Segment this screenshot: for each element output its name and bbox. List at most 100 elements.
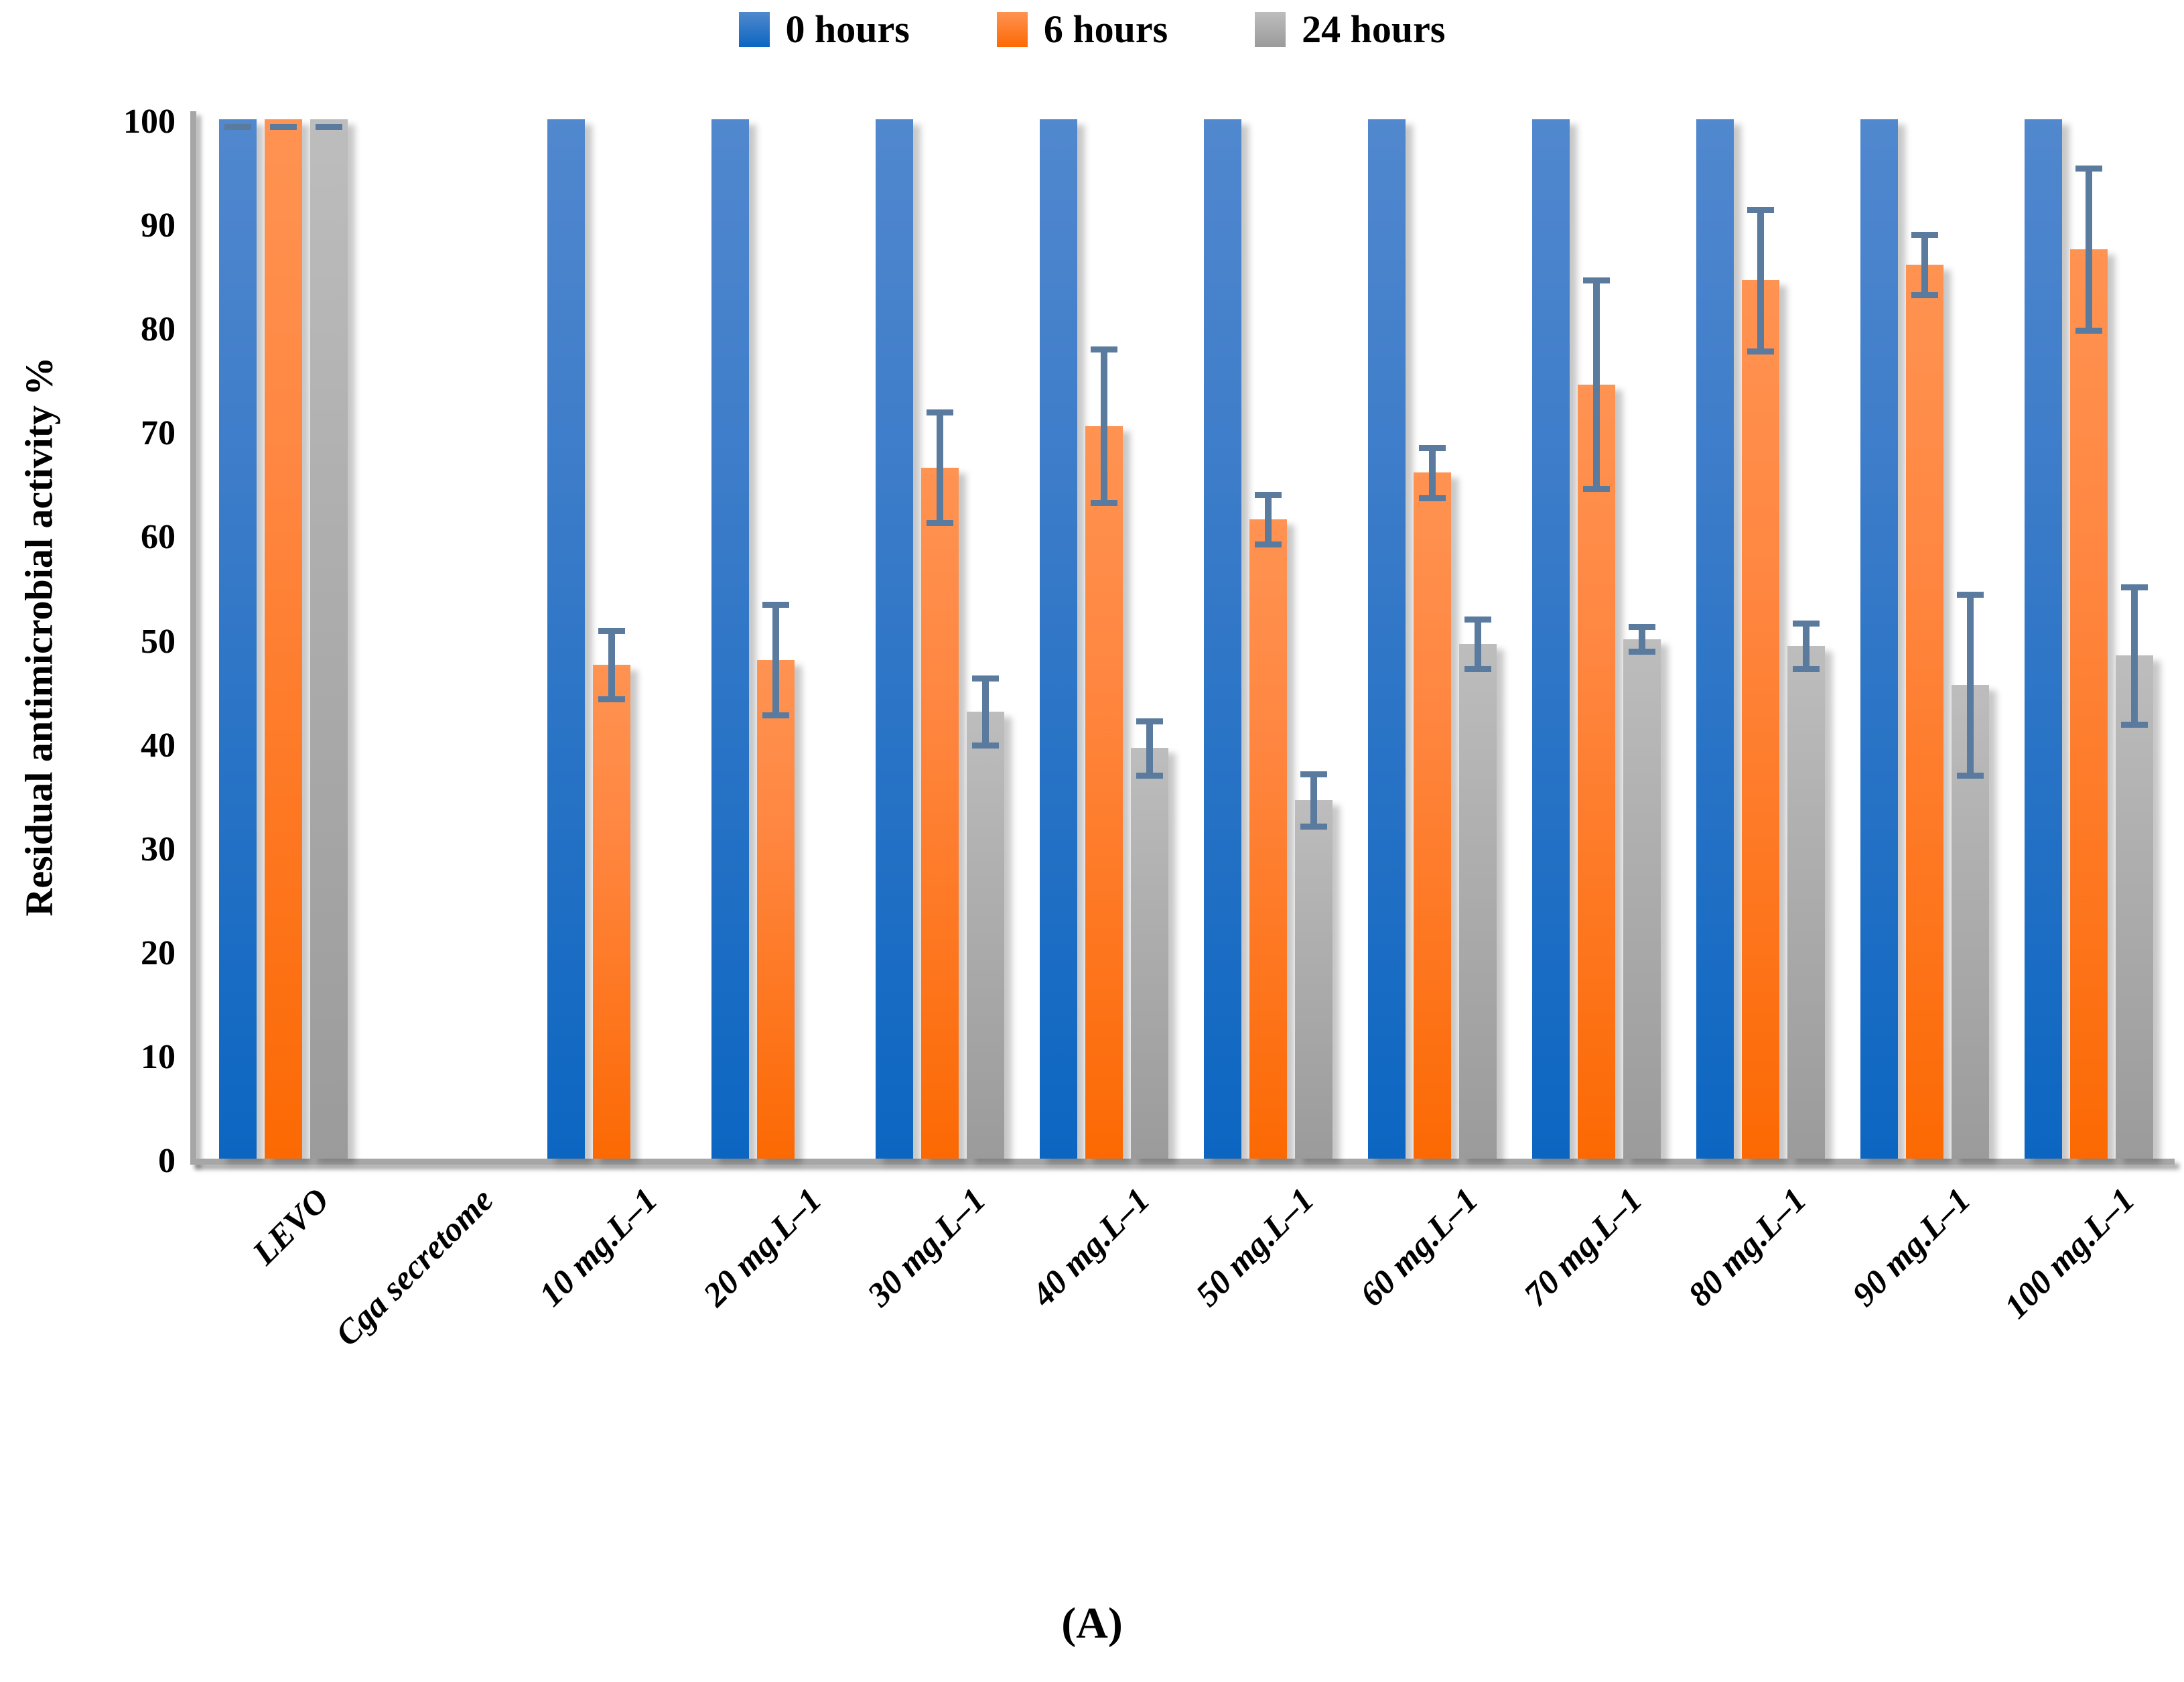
error-bar-cap — [315, 124, 342, 130]
bar-slots — [1531, 119, 1661, 1159]
error-bar-cap — [1911, 232, 1938, 239]
y-tick-label-70: 70 — [141, 414, 176, 453]
bar-group-100-mg-l-1 — [2006, 119, 2171, 1159]
x-axis-line — [190, 1159, 2175, 1165]
bar-0-hours-70-mg-l-1 — [1531, 119, 1570, 1159]
bar-slot-24-hours — [1951, 119, 1989, 1159]
bar-slot-6-hours — [2069, 119, 2108, 1159]
error-bar-cap — [1582, 277, 1610, 284]
bar-slot-6-hours — [756, 119, 795, 1159]
bar-24-hours-40-mg-l-1 — [1130, 748, 1168, 1159]
y-tick-label-50: 50 — [141, 622, 176, 661]
error-bar-cap — [1628, 649, 1655, 655]
error-bar-cap — [1136, 718, 1163, 725]
bar-slot-24-hours — [1294, 119, 1333, 1159]
legend-swatch-0-hours — [738, 11, 770, 47]
y-tick-label-80: 80 — [141, 310, 176, 349]
bar-group-10-mg-l-1 — [529, 119, 693, 1159]
bar-6-hours-90-mg-l-1 — [1905, 265, 1943, 1159]
error-bar-cap — [971, 742, 999, 749]
bar-slot-6-hours — [1413, 119, 1451, 1159]
bar-0-hours-100-mg-l-1 — [2024, 119, 2062, 1159]
error-bar-cap — [598, 696, 625, 703]
bar-slot-0-hours — [2024, 119, 2062, 1159]
bar-6-hours-levo — [264, 119, 302, 1159]
bar-group-30-mg-l-1 — [858, 119, 1022, 1159]
bar-slot-0-hours — [547, 119, 585, 1159]
error-bar-line — [1310, 774, 1317, 826]
legend-label: 24 hours — [1302, 7, 1446, 51]
bar-0-hours-10-mg-l-1 — [547, 119, 585, 1159]
x-tick-label-100-mg-l-1: 100 mg.L–1 — [1997, 1181, 2142, 1326]
error-bar-cap — [2075, 327, 2102, 334]
bar-24-hours-60-mg-l-1 — [1458, 644, 1497, 1159]
error-bar-cap — [1090, 346, 1117, 352]
y-tick-label-10: 10 — [141, 1037, 176, 1076]
error-bar-line — [1921, 235, 1928, 296]
bar-group-cga-secretome — [365, 119, 529, 1159]
error-bar-line — [1100, 348, 1107, 503]
error-bar-cap — [1254, 491, 1282, 498]
y-tick-label-20: 20 — [141, 933, 176, 972]
caption: (A) — [1061, 1599, 1123, 1648]
bar-slots — [1367, 119, 1497, 1159]
error-bar-line — [1638, 626, 1645, 652]
bar-6-hours-30-mg-l-1 — [920, 467, 959, 1159]
error-bar-line — [772, 604, 779, 715]
legend-item-24-hours: 24 hours — [1255, 7, 1445, 52]
error-bar-cap — [1254, 541, 1282, 548]
error-bar-cap — [2075, 165, 2102, 172]
bar-slot-6-hours — [1577, 119, 1615, 1159]
error-bar-cap — [2120, 584, 2148, 590]
bar-6-hours-50-mg-l-1 — [1249, 519, 1287, 1159]
bar-6-hours-100-mg-l-1 — [2069, 249, 2108, 1159]
error-bar-line — [1474, 619, 1481, 669]
bar-6-hours-10-mg-l-1 — [592, 665, 630, 1159]
error-bar-line — [1146, 721, 1153, 775]
bar-slot-24-hours — [474, 119, 512, 1159]
error-bar-cap — [224, 124, 251, 130]
bar-group-40-mg-l-1 — [1022, 119, 1186, 1159]
error-bar-cap — [1792, 621, 1820, 627]
error-bar-cap — [1582, 485, 1610, 492]
bar-slot-24-hours — [1787, 119, 1825, 1159]
bar-6-hours-80-mg-l-1 — [1741, 280, 1779, 1159]
bar-slot-6-hours — [920, 119, 959, 1159]
error-bar-line — [2130, 586, 2138, 724]
y-tick-label-30: 30 — [141, 830, 176, 868]
bar-0-hours-40-mg-l-1 — [1039, 119, 1077, 1159]
bar-group-50-mg-l-1 — [1186, 119, 1350, 1159]
bar-slot-6-hours — [592, 119, 630, 1159]
bar-24-hours-80-mg-l-1 — [1787, 646, 1825, 1159]
bar-slot-24-hours — [2115, 119, 2153, 1159]
bar-slot-0-hours — [711, 119, 749, 1159]
bar-slot-0-hours — [1367, 119, 1406, 1159]
bar-group-60-mg-l-1 — [1350, 119, 1514, 1159]
error-bar-cap — [1464, 666, 1491, 673]
bar-slot-0-hours — [1039, 119, 1077, 1159]
bar-24-hours-50-mg-l-1 — [1294, 799, 1333, 1159]
error-bar-cap — [1956, 591, 1984, 598]
error-bar-cap — [1628, 623, 1655, 630]
bar-slot-0-hours — [875, 119, 913, 1159]
error-bar-cap — [598, 628, 625, 635]
bar-0-hours-80-mg-l-1 — [1696, 119, 1734, 1159]
bar-group-90-mg-l-1 — [1842, 119, 2006, 1159]
error-bar-line — [1592, 280, 1600, 489]
error-bar-cap — [1418, 445, 1446, 452]
bar-0-hours-60-mg-l-1 — [1367, 119, 1406, 1159]
bar-slot-0-hours — [1203, 119, 1241, 1159]
bar-group-70-mg-l-1 — [1514, 119, 1678, 1159]
x-tick-label-40-mg-l-1: 40 mg.L–1 — [1024, 1181, 1157, 1314]
bar-slots — [1203, 119, 1333, 1159]
y-tick-label-40: 40 — [141, 726, 176, 765]
error-bar-cap — [762, 712, 789, 718]
error-bar-cap — [1747, 348, 1774, 354]
bar-slots — [1860, 119, 1989, 1159]
error-bar-cap — [1300, 771, 1327, 778]
x-tick-label-20-mg-l-1: 20 mg.L–1 — [696, 1181, 829, 1314]
bar-6-hours-60-mg-l-1 — [1413, 472, 1451, 1159]
x-tick-label-60-mg-l-1: 60 mg.L–1 — [1353, 1181, 1485, 1314]
bar-slots — [711, 119, 840, 1159]
error-bar-cap — [1136, 772, 1163, 779]
